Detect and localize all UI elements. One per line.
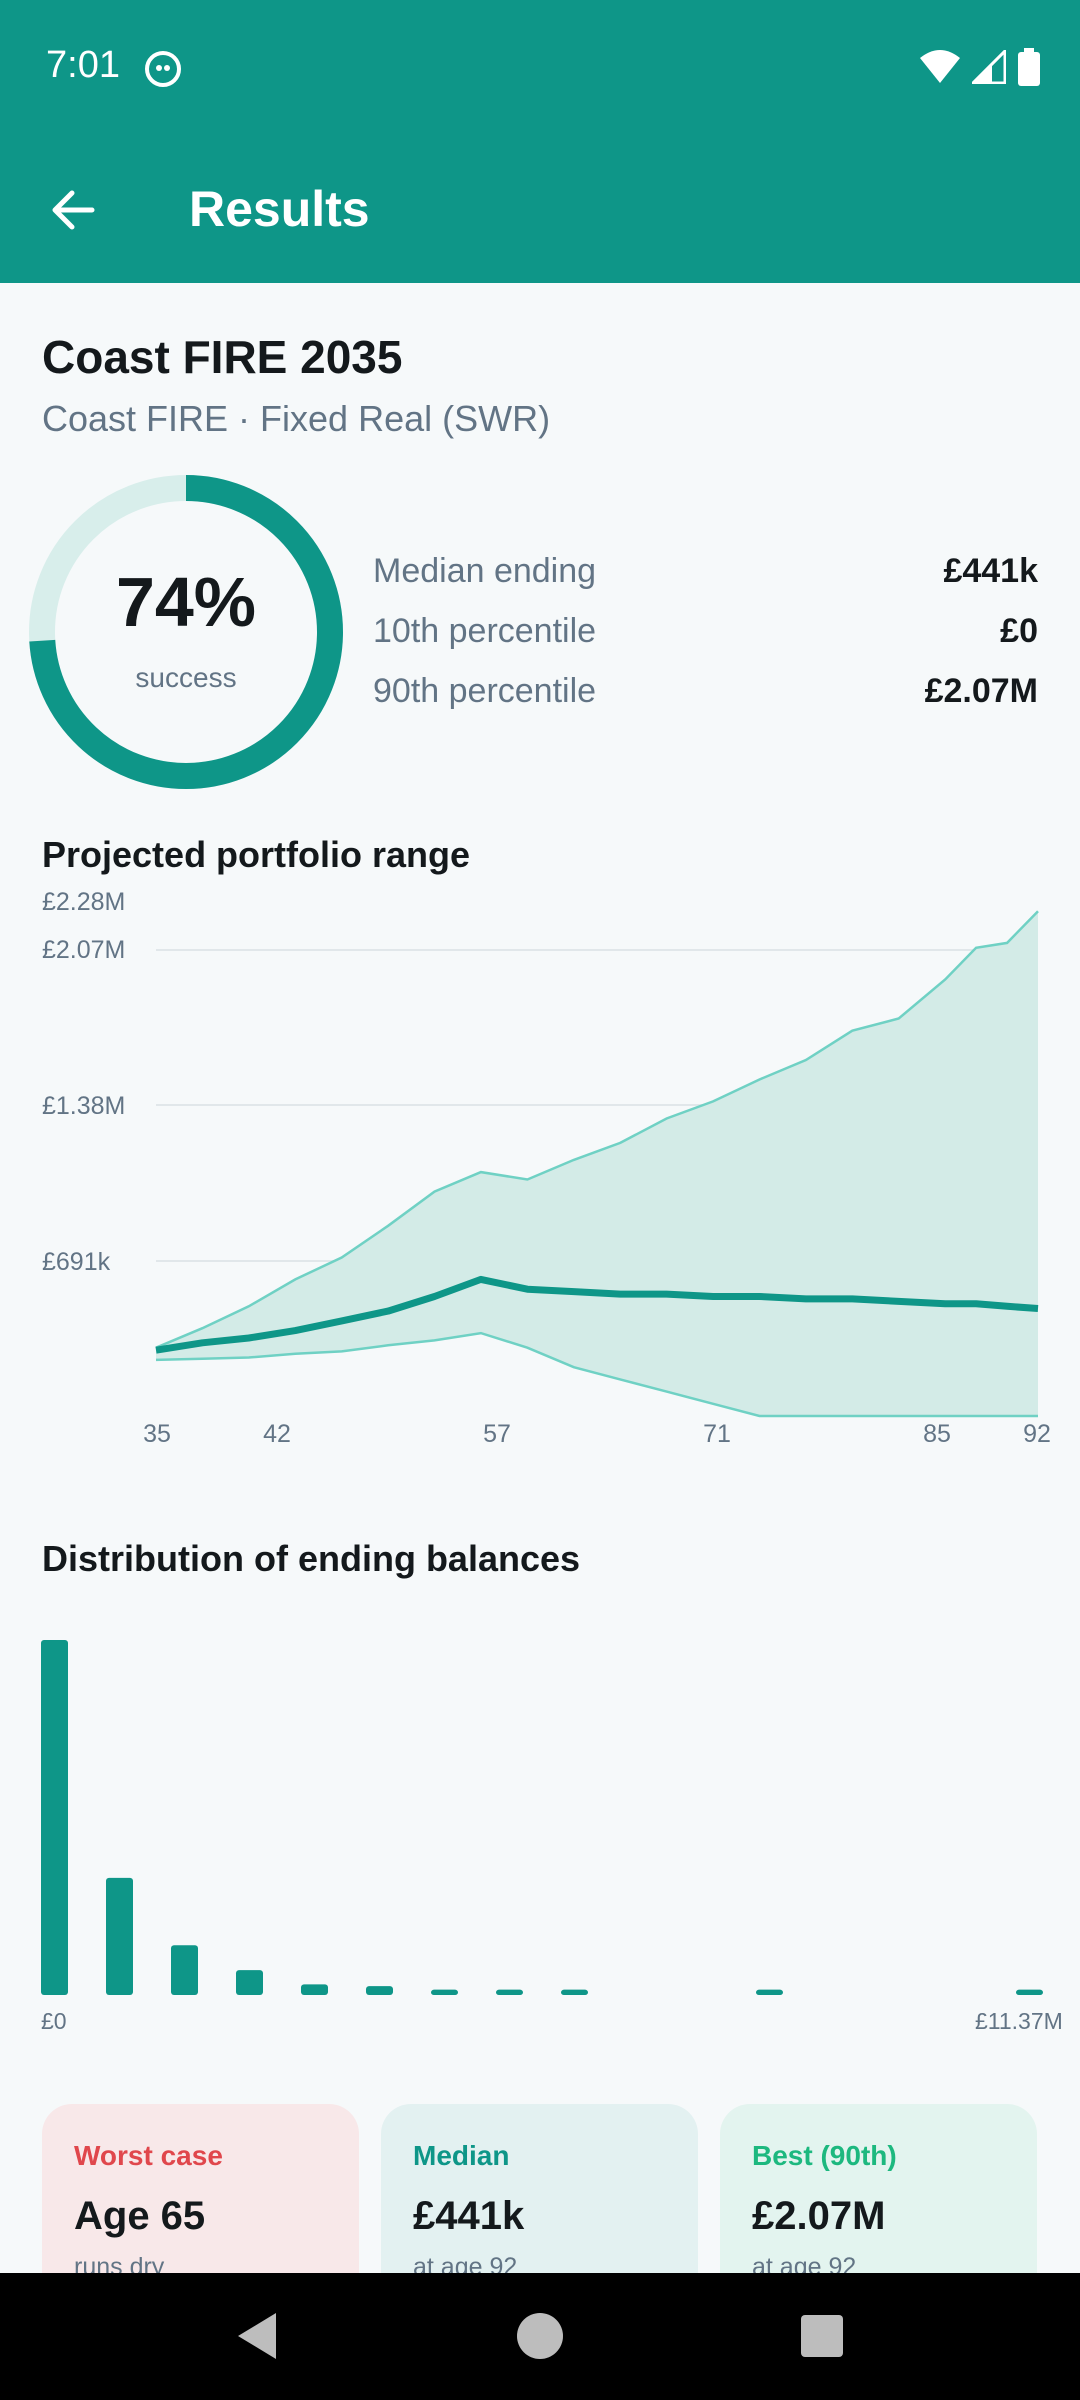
nav-recents-icon[interactable] <box>789 2303 855 2369</box>
battery-icon <box>1018 48 1040 86</box>
status-time: 7:01 <box>46 44 120 86</box>
card-title: Median <box>413 2140 510 2171</box>
app-bar: Results <box>0 140 1080 283</box>
chart-title-distribution: Distribution of ending balances <box>42 1538 581 1579</box>
y-tick-label: £691k <box>42 1248 111 1276</box>
percentile-band-area <box>156 911 1038 1416</box>
chart-title-projection: Projected portfolio range <box>42 834 471 875</box>
card-median[interactable]: Median £441k at age 92 <box>381 2104 698 2304</box>
card-value: £2.07M <box>752 2194 886 2238</box>
histogram-bar <box>106 1877 133 1995</box>
card-value: £441k <box>413 2194 525 2238</box>
card-value: Age 65 <box>74 2194 206 2238</box>
y-tick-label: £1.38M <box>42 1092 126 1120</box>
histogram-bar <box>561 1989 588 1995</box>
x-tick-label: £0 <box>41 2008 67 2034</box>
success-gauge <box>29 475 343 789</box>
wifi-icon <box>920 50 960 83</box>
stat-value: £2.07M <box>924 672 1038 710</box>
projection-chart <box>155 910 1039 1418</box>
card-title: Best (90th) <box>752 2140 897 2171</box>
histogram-bar <box>41 1640 68 1995</box>
histogram-bar <box>756 1989 783 1995</box>
page-title: Results <box>189 181 370 237</box>
x-tick-label: 42 <box>263 1420 291 1448</box>
success-gauge-arc <box>29 475 343 789</box>
stat-label: Median ending <box>373 552 597 590</box>
histogram-bar <box>171 1945 198 1995</box>
p90-line <box>155 910 1039 1349</box>
success-label: success <box>135 662 237 693</box>
back-arrow-icon[interactable] <box>44 180 104 240</box>
x-tick-label: 85 <box>923 1420 951 1448</box>
histogram-bar <box>301 1984 328 1995</box>
histogram-bar <box>236 1970 263 1995</box>
status-bar: 7:01 <box>0 0 1080 140</box>
histogram-bar <box>366 1986 393 1995</box>
card-best[interactable]: Best (90th) £2.07M at age 92 <box>720 2104 1037 2304</box>
plan-title: Coast FIRE 2035 <box>42 331 403 383</box>
y-tick-label: £2.28M <box>42 888 126 916</box>
nav-home-icon[interactable] <box>507 2303 573 2369</box>
stat-label: 90th percentile <box>373 672 597 710</box>
card-worst-case[interactable]: Worst case Age 65 runs dry <box>42 2104 359 2304</box>
nav-back-icon[interactable] <box>226 2303 292 2369</box>
x-tick-label: 92 <box>1023 1420 1051 1448</box>
stat-value: £441k <box>943 552 1038 590</box>
x-tick-label: 35 <box>143 1420 171 1448</box>
x-tick-label: £11.37M <box>975 2008 1063 2034</box>
android-robot-icon <box>145 51 181 87</box>
status-icons <box>920 48 1040 86</box>
card-title: Worst case <box>74 2140 223 2171</box>
stat-90th-percentile: 90th percentile £2.07M <box>373 672 1038 711</box>
stat-value: £0 <box>1000 612 1038 650</box>
p10-line <box>155 1331 1038 1418</box>
distribution-chart <box>41 1640 1043 1995</box>
stat-median-ending: Median ending £441k <box>373 552 1038 591</box>
stat-label: 10th percentile <box>373 612 597 650</box>
signal-icon <box>972 50 1006 84</box>
median-line <box>155 1275 1039 1354</box>
x-tick-label: 57 <box>483 1420 511 1448</box>
y-tick-label: £2.07M <box>42 936 126 964</box>
x-tick-label: 71 <box>703 1420 731 1448</box>
histogram-bar <box>496 1989 523 1995</box>
success-percent: 74% <box>115 563 257 641</box>
stat-10th-percentile: 10th percentile £0 <box>373 612 1038 651</box>
histogram-bar <box>431 1989 458 1995</box>
system-nav-bar <box>0 2273 1080 2400</box>
plan-subtitle: Coast FIRE · Fixed Real (SWR) <box>42 398 551 439</box>
histogram-bar <box>1016 1989 1043 1995</box>
